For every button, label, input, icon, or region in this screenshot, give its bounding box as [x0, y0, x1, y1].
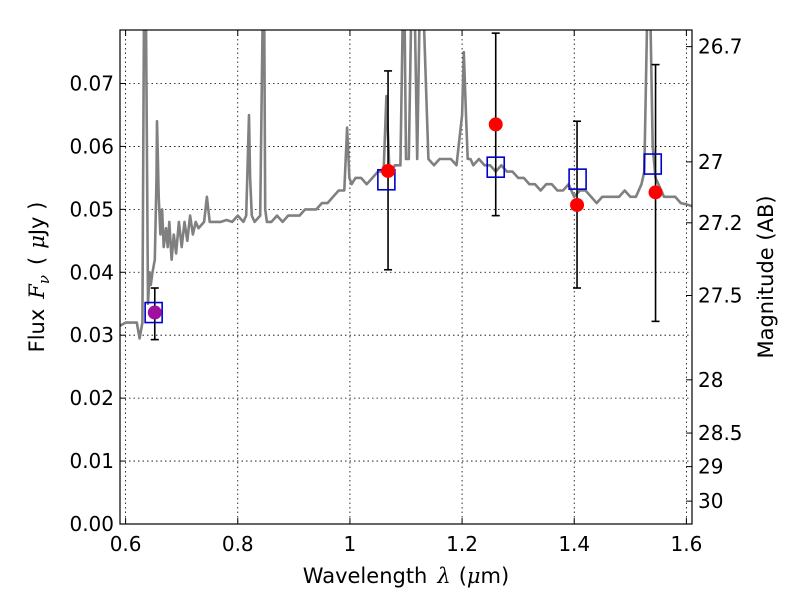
observed-photometry-layer — [147, 117, 663, 320]
model-photometry-square — [643, 153, 663, 175]
observed-photometry-point — [147, 305, 162, 320]
model-photometry-square — [568, 168, 587, 190]
x-tick-label: 0.6 — [110, 532, 142, 556]
y2-axis-title: Magnitude (AB) — [754, 195, 778, 358]
y-tick-label: 0.06 — [69, 134, 114, 158]
observed-photometry-point — [488, 117, 503, 132]
plot-frame — [119, 29, 693, 525]
x-tick-label: 1.4 — [558, 532, 590, 556]
x-tick-label: 1 — [344, 532, 357, 556]
model-photometry-square — [486, 156, 506, 178]
magnitude-tick-label: 29 — [698, 455, 723, 479]
y-tick-label: 0.07 — [69, 71, 114, 95]
model-spectrum-line — [120, 30, 692, 340]
model-photometry-layer — [144, 153, 663, 324]
y-tick-label: 0.02 — [69, 386, 114, 410]
y-axis-title: FluxFν(μJy ) — [25, 202, 53, 353]
observed-photometry-point — [570, 197, 585, 212]
magnitude-tick-labels: 26.7 27 27.2 27.5 28 28.5 29 30 — [698, 35, 743, 514]
y-tick-label: 0.04 — [69, 260, 114, 284]
magnitude-tick-label: 30 — [698, 489, 723, 513]
model-photometry-square — [144, 301, 163, 324]
x-tick-label: 0.8 — [222, 532, 254, 556]
observed-photometry-point — [648, 185, 663, 200]
y-tick-label: 0.03 — [69, 323, 114, 347]
magnitude-tick-label: 28.5 — [698, 421, 743, 445]
x-tick-labels: 0.6 0.8 1 1.2 1.4 1.6 — [110, 532, 703, 556]
model-spectrum-layer — [120, 30, 692, 340]
magnitude-tick-label: 27.2 — [698, 211, 743, 235]
x-axis-title: Wavelength λ (μm) — [303, 564, 509, 588]
x-tick-label: 1.6 — [670, 532, 702, 556]
y-tick-label: 0.01 — [69, 449, 114, 473]
magnitude-tick-label: 27 — [698, 150, 723, 174]
magnitude-tick-label: 26.7 — [698, 35, 743, 59]
magnitude-tick-label: 28 — [698, 368, 723, 392]
axis-ticks — [120, 30, 692, 525]
x-tick-label: 1.2 — [446, 532, 478, 556]
y-tick-label: 0.05 — [69, 197, 114, 221]
y-tick-labels: 0.00 0.01 0.02 0.03 0.04 0.05 0.06 0.07 — [69, 71, 114, 536]
magnitude-tick-label: 27.5 — [698, 284, 743, 308]
y-tick-label: 0.00 — [69, 512, 114, 536]
observed-photometry-point — [381, 163, 396, 178]
